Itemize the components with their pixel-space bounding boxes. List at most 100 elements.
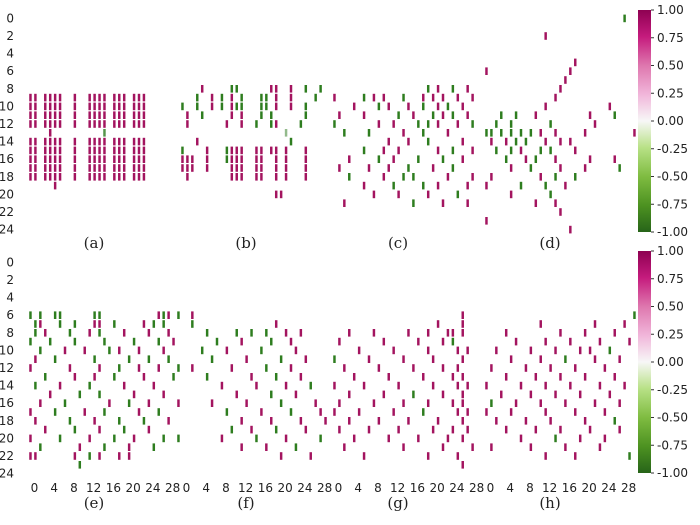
heatmap-cell <box>559 208 562 216</box>
heatmap-cell <box>93 164 96 172</box>
heatmap-cell <box>186 155 189 163</box>
heatmap-cell <box>132 173 136 181</box>
heatmap-cell <box>142 137 146 146</box>
heatmap-cell <box>461 390 464 399</box>
heatmap-cell <box>348 390 351 399</box>
heatmap-cell <box>245 355 248 363</box>
heatmap-cell <box>407 329 410 337</box>
heatmap-cell <box>88 102 91 111</box>
heatmap-cell <box>132 102 136 111</box>
heatmap-cell <box>289 364 293 372</box>
heatmap-cell <box>48 155 52 163</box>
heatmap-cell <box>504 329 508 337</box>
heatmap-cell <box>34 155 37 163</box>
heatmap-cell <box>78 443 82 451</box>
heatmap-cell <box>167 355 170 363</box>
heatmap-cell <box>172 373 175 381</box>
heatmap-cell <box>431 425 435 434</box>
heatmap-cell <box>191 311 194 319</box>
heatmap-cell <box>157 337 160 346</box>
heatmap-cell <box>402 93 405 102</box>
heatmap-cell <box>127 452 131 460</box>
heatmap-cell <box>260 346 263 355</box>
x-tick-label: 24 <box>601 481 616 495</box>
heatmap-cell <box>338 111 341 119</box>
heatmap-cell <box>422 93 425 102</box>
heatmap-cell <box>137 137 141 146</box>
heatmap-cell <box>157 364 160 372</box>
heatmap-cell <box>245 399 248 407</box>
heatmap-cell <box>186 111 189 119</box>
heatmap-cell <box>58 155 62 163</box>
heatmap-cell <box>623 14 626 23</box>
heatmap-cell <box>583 417 587 425</box>
heatmap-cell <box>98 120 101 128</box>
heatmap-cell <box>44 425 47 434</box>
heatmap-cell <box>569 381 572 390</box>
heatmap-cell <box>397 146 400 155</box>
heatmap-cell <box>113 111 116 119</box>
heatmap-cell <box>451 399 455 407</box>
heatmap-cell <box>412 111 415 119</box>
heatmap-cell <box>58 381 62 390</box>
heatmap-cell <box>196 93 199 102</box>
heatmap-cell <box>220 93 224 102</box>
heatmap-cell <box>397 111 400 119</box>
heatmap-cell <box>29 434 32 443</box>
heatmap-cell <box>34 164 37 172</box>
heatmap-cell <box>461 155 464 163</box>
heatmap-cell <box>235 102 238 111</box>
heatmap-cell <box>504 155 508 163</box>
heatmap-cell <box>514 111 518 119</box>
heatmap-cell <box>397 381 400 390</box>
heatmap-cell <box>348 329 351 337</box>
heatmap-cell <box>39 311 42 319</box>
colorbar-tick-label: -0.75 <box>657 438 688 452</box>
heatmap-cell <box>451 329 455 337</box>
heatmap-cell <box>603 408 607 416</box>
heatmap-cell <box>451 425 455 434</box>
heatmap-cell <box>34 452 37 460</box>
heatmap-cell <box>289 85 293 93</box>
heatmap-cell <box>333 355 336 363</box>
heatmap-cell <box>613 373 616 381</box>
heatmap-cell <box>225 155 229 163</box>
heatmap-cell <box>255 381 258 390</box>
heatmap-cell <box>73 173 77 181</box>
x-tick-label: 12 <box>542 481 557 495</box>
heatmap-cell <box>44 111 47 119</box>
heatmap-cell <box>519 381 523 390</box>
heatmap-cell <box>333 93 336 102</box>
heatmap-cell <box>53 120 57 128</box>
heatmap-cell <box>142 417 146 425</box>
heatmap-cell <box>58 173 62 181</box>
heatmap-cell <box>274 173 278 181</box>
heatmap-cell <box>44 120 47 128</box>
heatmap-cell <box>48 120 52 128</box>
heatmap-cell <box>633 311 636 319</box>
heatmap-cell <box>387 102 390 111</box>
heatmap-cell <box>441 443 445 451</box>
heatmap-cell <box>304 155 308 163</box>
heatmap-cell <box>73 373 77 381</box>
heatmap-cell <box>392 408 395 416</box>
heatmap-cell <box>628 337 631 346</box>
heatmap-cell <box>137 408 141 416</box>
heatmap-cell <box>598 381 602 390</box>
heatmap-cell <box>240 146 243 155</box>
heatmap-cell <box>274 190 278 199</box>
heatmap-cell <box>34 137 37 146</box>
heatmap-cell <box>524 155 528 163</box>
heatmap-cell <box>304 102 308 111</box>
heatmap-cell <box>441 155 445 163</box>
heatmap-cell <box>461 399 464 407</box>
x-tick-label: 0 <box>183 481 191 495</box>
heatmap-cell <box>235 329 238 337</box>
heatmap-cell <box>382 337 386 346</box>
x-tick-label: 4 <box>506 481 514 495</box>
heatmap-cell <box>122 137 126 146</box>
heatmap-cell <box>461 355 464 363</box>
heatmap-cell <box>304 425 308 434</box>
heatmap-cell <box>200 85 204 93</box>
heatmap-cell <box>44 164 47 172</box>
